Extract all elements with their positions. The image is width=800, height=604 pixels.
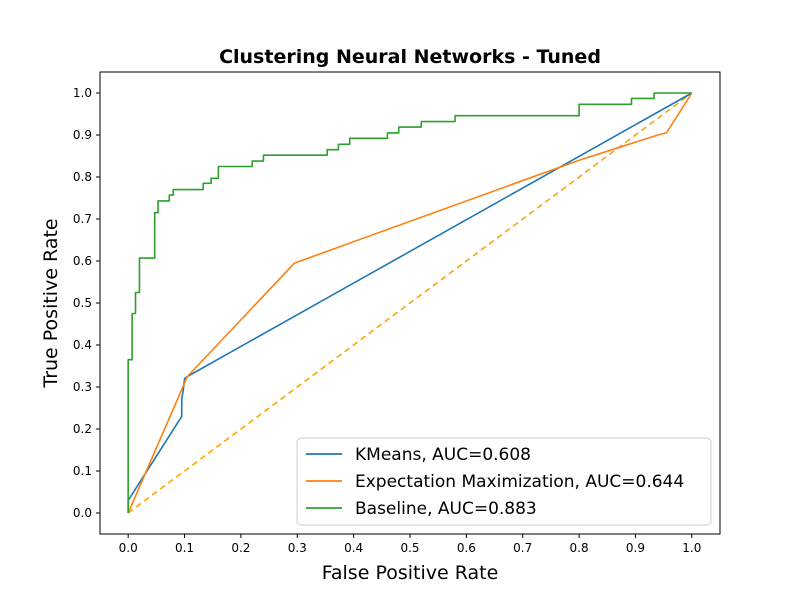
x-axis-ticks: 0.0 0.1 0.2 0.3 0.4 0.5 0.6 0.7 0.8 0.9 1.0 [119, 534, 701, 555]
x-tick-label: 0.8 [570, 541, 589, 555]
y-axis-ticks: 0.0 0.1 0.2 0.3 0.4 0.5 0.6 0.7 0.8 0.9 1.0 [73, 86, 100, 520]
x-tick-label: 0.4 [344, 541, 363, 555]
y-axis-label: True Positive Rate [40, 218, 62, 388]
x-tick-label: 0.5 [400, 541, 419, 555]
x-tick-label: 0.9 [626, 541, 645, 555]
legend-label-3: Baseline, AUC=0.883 [355, 499, 537, 519]
x-tick-label: 0.2 [231, 541, 250, 555]
chart-title: Clustering Neural Networks - Tuned [219, 46, 601, 68]
series-line-3 [127, 92, 692, 513]
y-tick-label: 0.7 [73, 212, 92, 226]
plot-area [127, 92, 693, 514]
x-tick-label: 1.0 [682, 541, 701, 555]
legend-label-1: KMeans, AUC=0.608 [355, 445, 531, 465]
y-tick-label: 0.8 [73, 170, 92, 184]
y-tick-label: 0.2 [73, 422, 92, 436]
legend-box [296, 437, 712, 526]
y-tick-label: 0.4 [73, 338, 92, 352]
diagonal-reference-line [127, 92, 693, 514]
y-tick-label: 0.6 [73, 254, 92, 268]
x-axis-label: False Positive Rate [322, 562, 499, 584]
x-tick-label: 0.1 [175, 541, 194, 555]
y-tick-label: 0.1 [73, 464, 92, 478]
x-tick-label: 0.0 [119, 541, 138, 555]
y-tick-label: 1.0 [73, 86, 92, 100]
y-tick-label: 0.3 [73, 380, 92, 394]
y-tick-label: 0.9 [73, 128, 92, 142]
x-tick-label: 0.6 [457, 541, 476, 555]
legend-label-2: Expectation Maximization, AUC=0.644 [355, 472, 684, 492]
x-tick-label: 0.7 [513, 541, 532, 555]
y-tick-label: 0.5 [73, 296, 92, 310]
series-line-2 [127, 92, 693, 514]
x-tick-label: 0.3 [288, 541, 307, 555]
y-tick-label: 0.0 [73, 506, 92, 520]
legend: KMeans, AUC=0.608 Expectation Maximizatio… [296, 437, 712, 526]
